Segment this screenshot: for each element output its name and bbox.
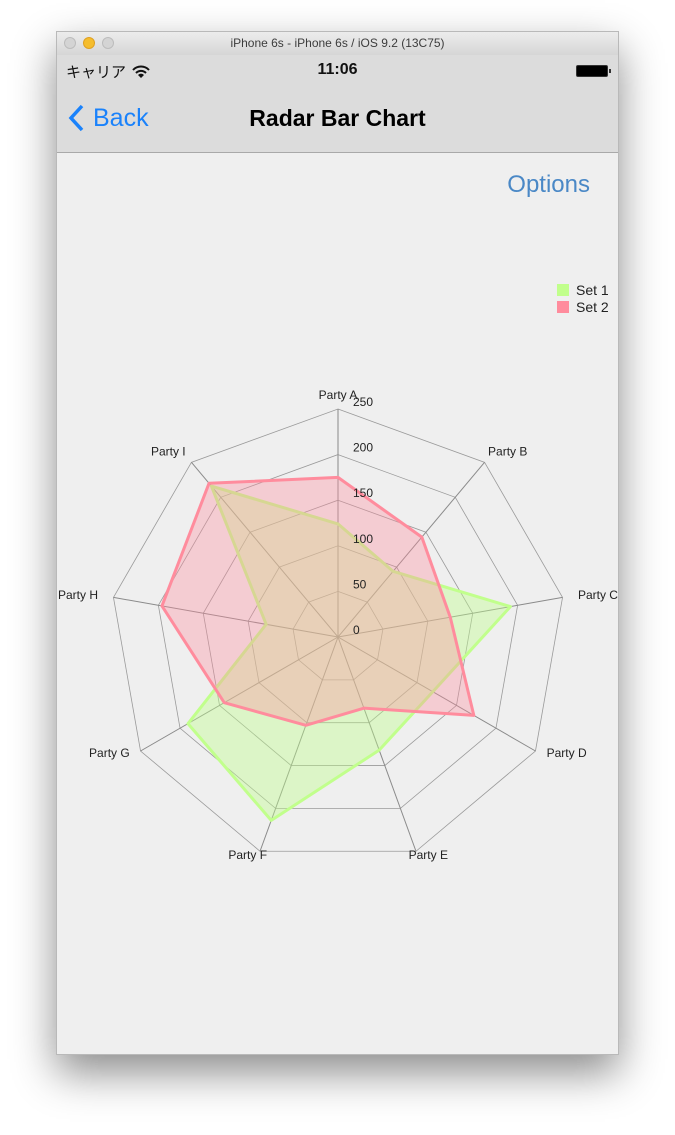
- status-bar: キャリア 11:06: [57, 55, 618, 85]
- tick-label: 250: [353, 395, 373, 409]
- back-label: Back: [93, 103, 149, 132]
- category-label: Party A: [319, 388, 358, 402]
- back-button[interactable]: Back: [67, 103, 149, 133]
- status-time: 11:06: [317, 61, 358, 78]
- grid-spoke: [337, 636, 536, 752]
- page-title: Radar Bar Chart: [249, 105, 426, 131]
- legend-swatch-set1: [557, 283, 569, 296]
- series-area-set1: [186, 484, 512, 822]
- zoom-window-button[interactable]: [102, 37, 114, 49]
- category-label: Party H: [58, 588, 98, 602]
- tick-label: 50: [353, 577, 367, 591]
- grid-ring: [247, 545, 429, 724]
- grid-spoke: [140, 636, 339, 752]
- legend-item-set2: Set 2: [557, 298, 609, 315]
- category-label: Party D: [547, 746, 587, 760]
- grid-ring: [292, 590, 384, 681]
- grid-spoke: [337, 636, 417, 852]
- chevron-left-icon: [68, 104, 84, 132]
- close-window-button[interactable]: [64, 37, 76, 49]
- category-label: Party C: [578, 588, 618, 602]
- simulator-window: iPhone 6s - iPhone 6s / iOS 9.2 (13C75) …: [56, 31, 619, 1055]
- category-label: Party I: [151, 445, 186, 459]
- category-label: Party E: [409, 848, 448, 862]
- legend-item-set1: Set 1: [557, 281, 609, 298]
- chart-legend: Set 1 Set 2: [557, 281, 609, 315]
- grid-spoke: [191, 462, 339, 638]
- wifi-icon: [132, 65, 150, 78]
- battery-icon: [576, 65, 611, 77]
- legend-label-set2: Set 2: [576, 298, 609, 315]
- category-label: Party G: [89, 746, 130, 760]
- grid-spoke: [113, 596, 339, 638]
- tick-label: 0: [353, 623, 360, 637]
- window-titlebar: iPhone 6s - iPhone 6s / iOS 9.2 (13C75): [57, 32, 618, 56]
- series-area-set2: [160, 475, 476, 727]
- options-button[interactable]: Options: [507, 171, 590, 198]
- legend-label-set1: Set 1: [576, 281, 609, 298]
- window-title: iPhone 6s - iPhone 6s / iOS 9.2 (13C75): [230, 36, 445, 50]
- tick-label: 200: [353, 441, 373, 455]
- navigation-bar: Back Radar Bar Chart: [57, 85, 618, 153]
- legend-swatch-set2: [557, 300, 569, 313]
- carrier-label: キャリア: [66, 64, 127, 81]
- grid-ring: [202, 499, 474, 766]
- category-label: Party F: [228, 848, 267, 862]
- minimize-window-button[interactable]: [83, 37, 95, 49]
- tick-label: 150: [353, 486, 373, 500]
- grid-spoke: [259, 636, 339, 852]
- category-label: Party B: [488, 445, 527, 459]
- grid-spoke: [337, 462, 485, 638]
- tick-label: 100: [353, 532, 373, 546]
- grid-ring: [113, 408, 563, 852]
- grid-ring: [157, 454, 519, 809]
